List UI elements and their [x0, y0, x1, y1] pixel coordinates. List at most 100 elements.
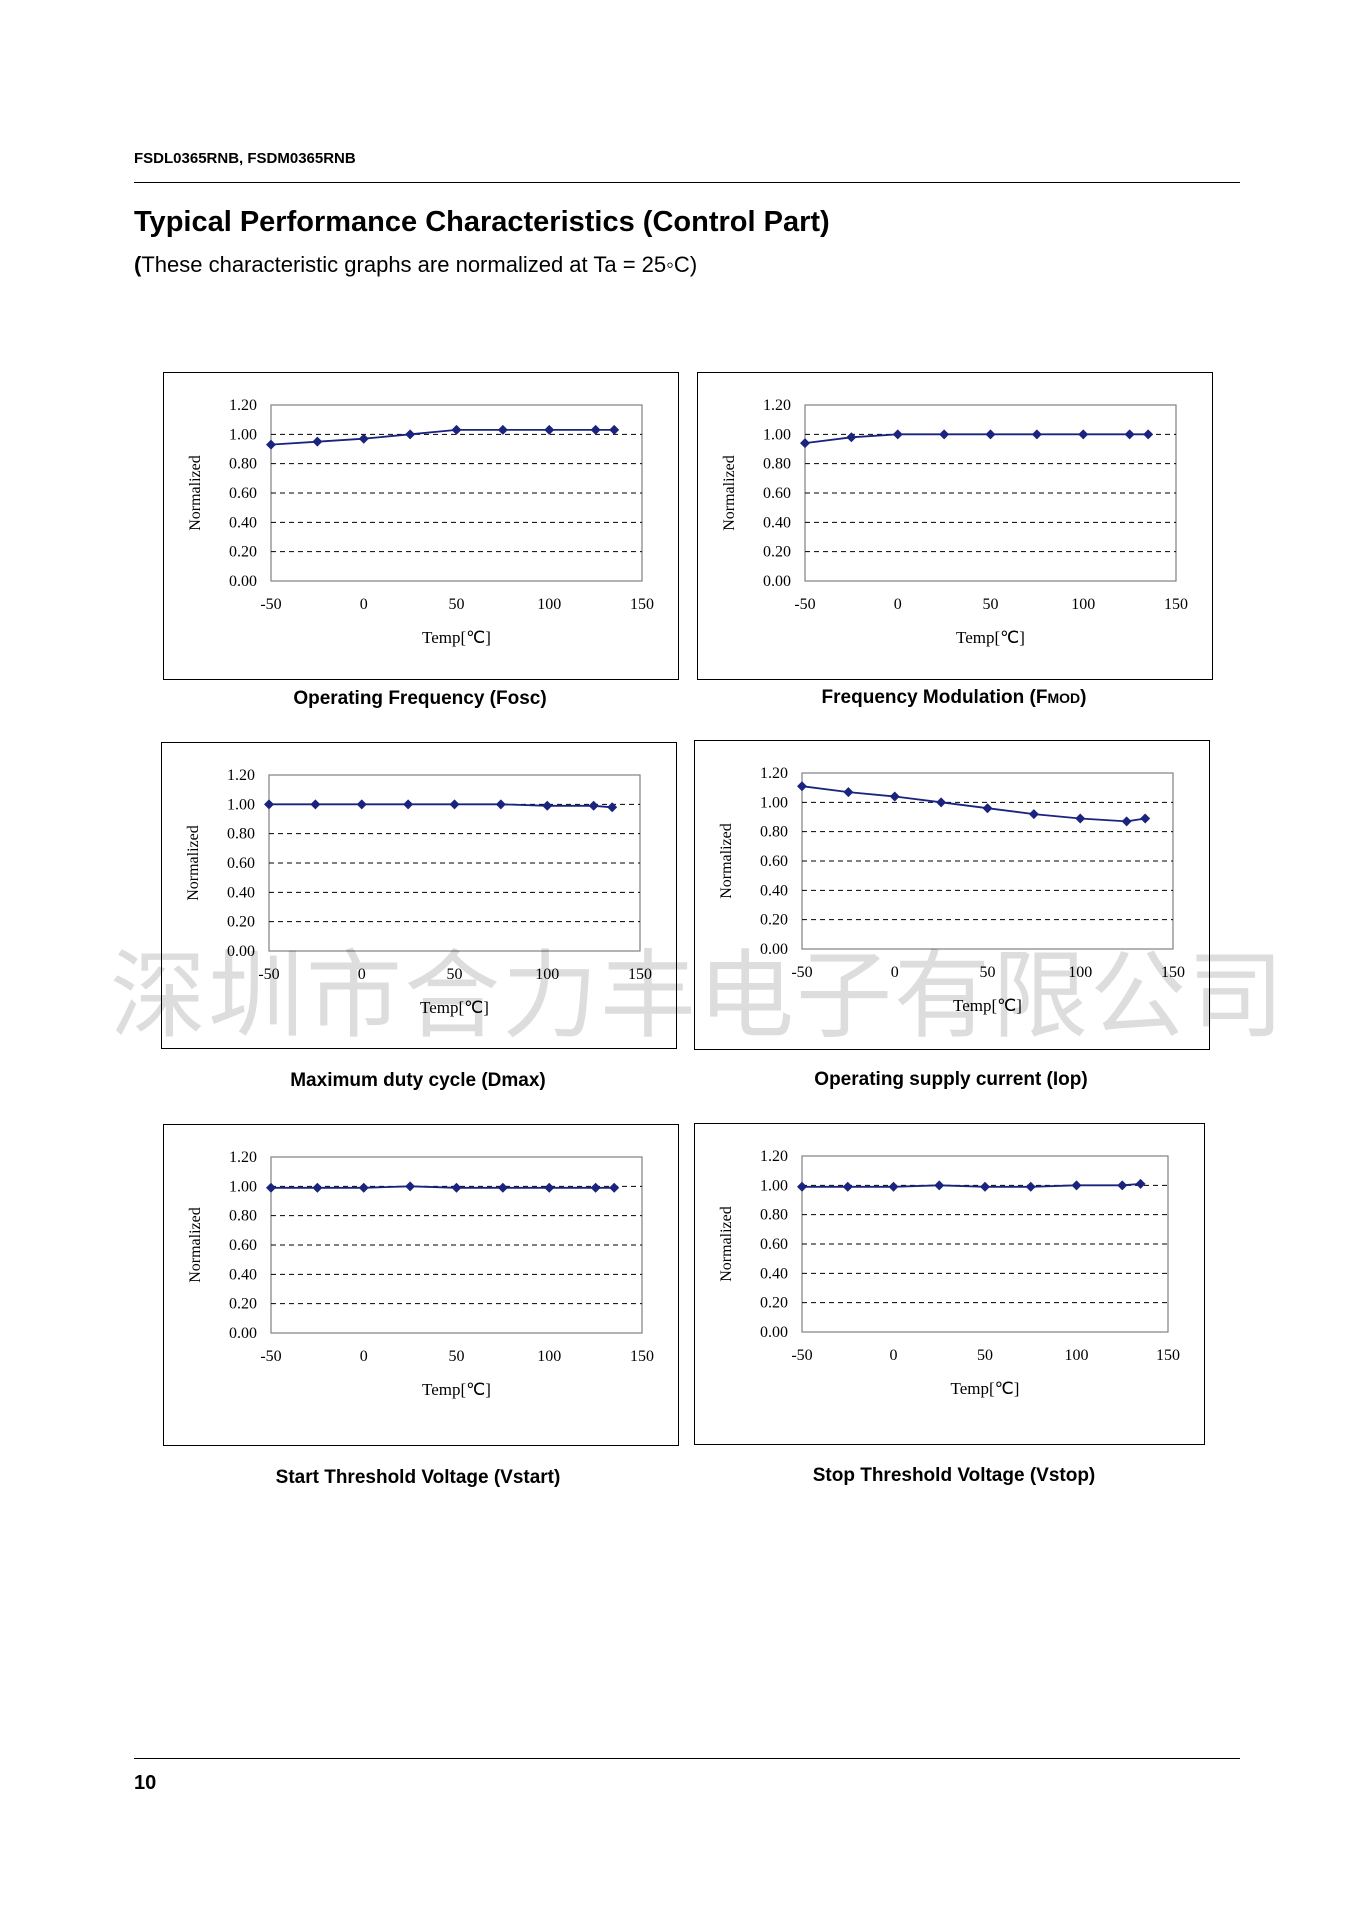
- data-point: [1031, 429, 1042, 440]
- x-tick-label: 50: [449, 1348, 465, 1365]
- y-axis-label: Normalized: [185, 825, 202, 901]
- chart-operating-supply-current: 0.00 0.20 0.40 0.60 0.80 1.00 1.20 -50 0 50 100 150…: [694, 740, 1210, 1050]
- y-tick-label: 0.60: [227, 855, 255, 872]
- data-point: [451, 424, 462, 435]
- subtitle-text: These characteristic graphs are normaliz…: [141, 252, 698, 277]
- caption-start-threshold-voltage: Start Threshold Voltage (Vstart): [275, 1467, 561, 1488]
- data-point: [310, 799, 321, 810]
- caption-tail: ): [1080, 687, 1087, 708]
- data-point: [843, 787, 854, 798]
- chart-svg: 0.00 0.20 0.40 0.60 0.80 1.00 1.20 -50 0 50 100 150…: [187, 1149, 654, 1399]
- caption-main: Frequency Modulation (F: [821, 687, 1048, 708]
- data-point: [312, 1182, 323, 1193]
- data-point: [607, 802, 618, 813]
- data-point: [980, 1181, 990, 1192]
- y-tick-label: 1.20: [227, 767, 255, 784]
- x-axis-label: Temp[℃]: [420, 998, 489, 1017]
- page-title: Typical Performance Characteristics (Con…: [134, 206, 830, 238]
- y-tick-label: 0.60: [760, 1236, 788, 1253]
- y-tick-label: 0.00: [229, 1325, 257, 1342]
- data-point: [266, 1182, 276, 1193]
- data-point: [544, 424, 555, 435]
- x-tick-label: 100: [1065, 1347, 1089, 1364]
- caption-operating-frequency: Operating Frequency (Fosc): [293, 688, 547, 709]
- caption-maximum-duty-cycle: Maximum duty cycle (Dmax): [290, 1070, 546, 1091]
- y-tick-label: 0.20: [760, 912, 788, 929]
- y-axis-label: Normalized: [718, 1206, 735, 1282]
- data-point: [609, 1182, 620, 1193]
- y-tick-label: 0.20: [229, 1296, 257, 1313]
- data-point: [1025, 1181, 1036, 1192]
- y-tick-label: 1.20: [760, 1148, 788, 1165]
- data-point: [1140, 813, 1151, 824]
- data-point: [888, 1181, 899, 1192]
- chart-maximum-duty-cycle: 0.00 0.20 0.40 0.60 0.80 1.00 1.20 -50 0 50 100 150…: [161, 742, 677, 1049]
- y-tick-label: 0.80: [763, 456, 791, 473]
- data-point: [1028, 809, 1039, 820]
- y-tick-label: 0.80: [760, 824, 788, 841]
- page-number: 10: [134, 1772, 157, 1794]
- x-tick-label: 0: [360, 1348, 368, 1365]
- x-tick-label: 150: [628, 966, 652, 983]
- y-tick-label: 1.00: [229, 426, 257, 443]
- y-tick-label: 0.80: [229, 456, 257, 473]
- chart-svg: 0.00 0.20 0.40 0.60 0.80 1.00 1.20 -50 0 50 100 150…: [721, 397, 1188, 647]
- data-point: [405, 429, 416, 440]
- y-tick-label: 1.00: [229, 1178, 257, 1195]
- data-point: [451, 1182, 462, 1193]
- chart-svg: 0.00 0.20 0.40 0.60 0.80 1.00 1.20 -50 0 50 100 150…: [718, 765, 1185, 1015]
- data-point: [846, 432, 857, 443]
- x-tick-label: 50: [449, 596, 465, 613]
- x-axis-label: Temp[℃]: [422, 1380, 491, 1399]
- y-tick-label: 0.40: [760, 882, 788, 899]
- y-tick-label: 0.20: [229, 544, 257, 561]
- y-tick-label: 0.60: [229, 1237, 257, 1254]
- data-point: [312, 436, 323, 447]
- y-axis-label: Normalized: [187, 455, 204, 531]
- y-tick-label: 0.20: [227, 914, 255, 931]
- caption-operating-supply-current: Operating supply current (Iop): [814, 1069, 1088, 1090]
- y-tick-label: 0.40: [760, 1265, 788, 1282]
- data-point: [449, 799, 460, 810]
- y-tick-label: 0.20: [760, 1295, 788, 1312]
- y-tick-label: 0.60: [760, 853, 788, 870]
- y-tick-label: 1.20: [763, 397, 791, 414]
- y-tick-label: 0.80: [229, 1208, 257, 1225]
- page-subtitle: (These characteristic graphs are normali…: [134, 252, 697, 278]
- data-point: [403, 799, 414, 810]
- x-tick-label: 0: [360, 596, 368, 613]
- data-point: [609, 424, 620, 435]
- y-tick-label: 0.00: [227, 943, 255, 960]
- x-tick-label: 100: [537, 1348, 561, 1365]
- x-tick-label: 0: [358, 966, 366, 983]
- y-axis-label: Normalized: [718, 823, 735, 899]
- y-tick-label: 1.20: [760, 765, 788, 782]
- data-point: [1121, 816, 1132, 827]
- data-point: [590, 1182, 601, 1193]
- y-axis-label: Normalized: [187, 1207, 204, 1283]
- x-tick-label: 100: [1071, 596, 1095, 613]
- data-point: [544, 1182, 555, 1193]
- data-point: [797, 1181, 807, 1192]
- y-tick-label: 0.00: [763, 573, 791, 590]
- y-tick-label: 0.00: [760, 941, 788, 958]
- y-tick-label: 0.80: [760, 1207, 788, 1224]
- subtitle-open-paren: (: [134, 252, 142, 277]
- data-point: [590, 424, 601, 435]
- y-tick-label: 1.20: [229, 1149, 257, 1166]
- chart-stop-threshold-voltage: 0.00 0.20 0.40 0.60 0.80 1.00 1.20 -50 0 50 100 150…: [694, 1123, 1205, 1445]
- data-point: [889, 791, 900, 802]
- data-point: [934, 1180, 945, 1191]
- x-tick-label: 50: [447, 966, 463, 983]
- header-rule: [134, 182, 1240, 183]
- x-tick-label: -50: [260, 596, 281, 613]
- chart-start-threshold-voltage: 0.00 0.20 0.40 0.60 0.80 1.00 1.20 -50 0 50 100 150…: [163, 1124, 679, 1446]
- x-axis-label: Temp[℃]: [956, 628, 1025, 647]
- x-tick-label: 0: [891, 964, 899, 981]
- data-point: [1071, 1180, 1082, 1191]
- data-point: [358, 1182, 369, 1193]
- x-tick-label: 100: [535, 966, 559, 983]
- data-point: [1078, 429, 1089, 440]
- data-point: [356, 799, 367, 810]
- chart-frequency-modulation: 0.00 0.20 0.40 0.60 0.80 1.00 1.20 -50 0 50 100 150…: [697, 372, 1213, 680]
